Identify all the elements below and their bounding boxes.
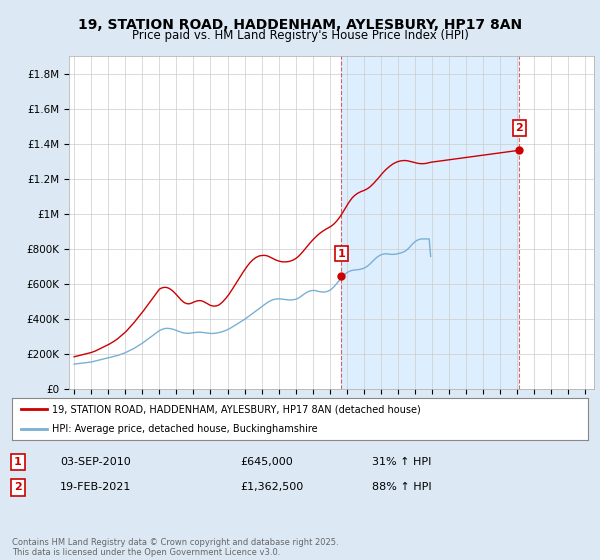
Text: 03-SEP-2010: 03-SEP-2010 (60, 457, 131, 467)
Text: 31% ↑ HPI: 31% ↑ HPI (372, 457, 431, 467)
Text: HPI: Average price, detached house, Buckinghamshire: HPI: Average price, detached house, Buck… (52, 424, 318, 434)
Text: 2: 2 (515, 123, 523, 133)
Text: 88% ↑ HPI: 88% ↑ HPI (372, 482, 431, 492)
Text: 19, STATION ROAD, HADDENHAM, AYLESBURY, HP17 8AN (detached house): 19, STATION ROAD, HADDENHAM, AYLESBURY, … (52, 404, 421, 414)
Text: 1: 1 (337, 249, 345, 259)
Text: 19, STATION ROAD, HADDENHAM, AYLESBURY, HP17 8AN: 19, STATION ROAD, HADDENHAM, AYLESBURY, … (78, 18, 522, 32)
Text: £1,362,500: £1,362,500 (240, 482, 303, 492)
Text: Contains HM Land Registry data © Crown copyright and database right 2025.
This d: Contains HM Land Registry data © Crown c… (12, 538, 338, 557)
Text: 1: 1 (14, 457, 22, 467)
Bar (341, 56, 520, 389)
Text: £645,000: £645,000 (240, 457, 293, 467)
Text: 19-FEB-2021: 19-FEB-2021 (60, 482, 131, 492)
Text: Price paid vs. HM Land Registry's House Price Index (HPI): Price paid vs. HM Land Registry's House … (131, 29, 469, 42)
Text: 2: 2 (14, 482, 22, 492)
